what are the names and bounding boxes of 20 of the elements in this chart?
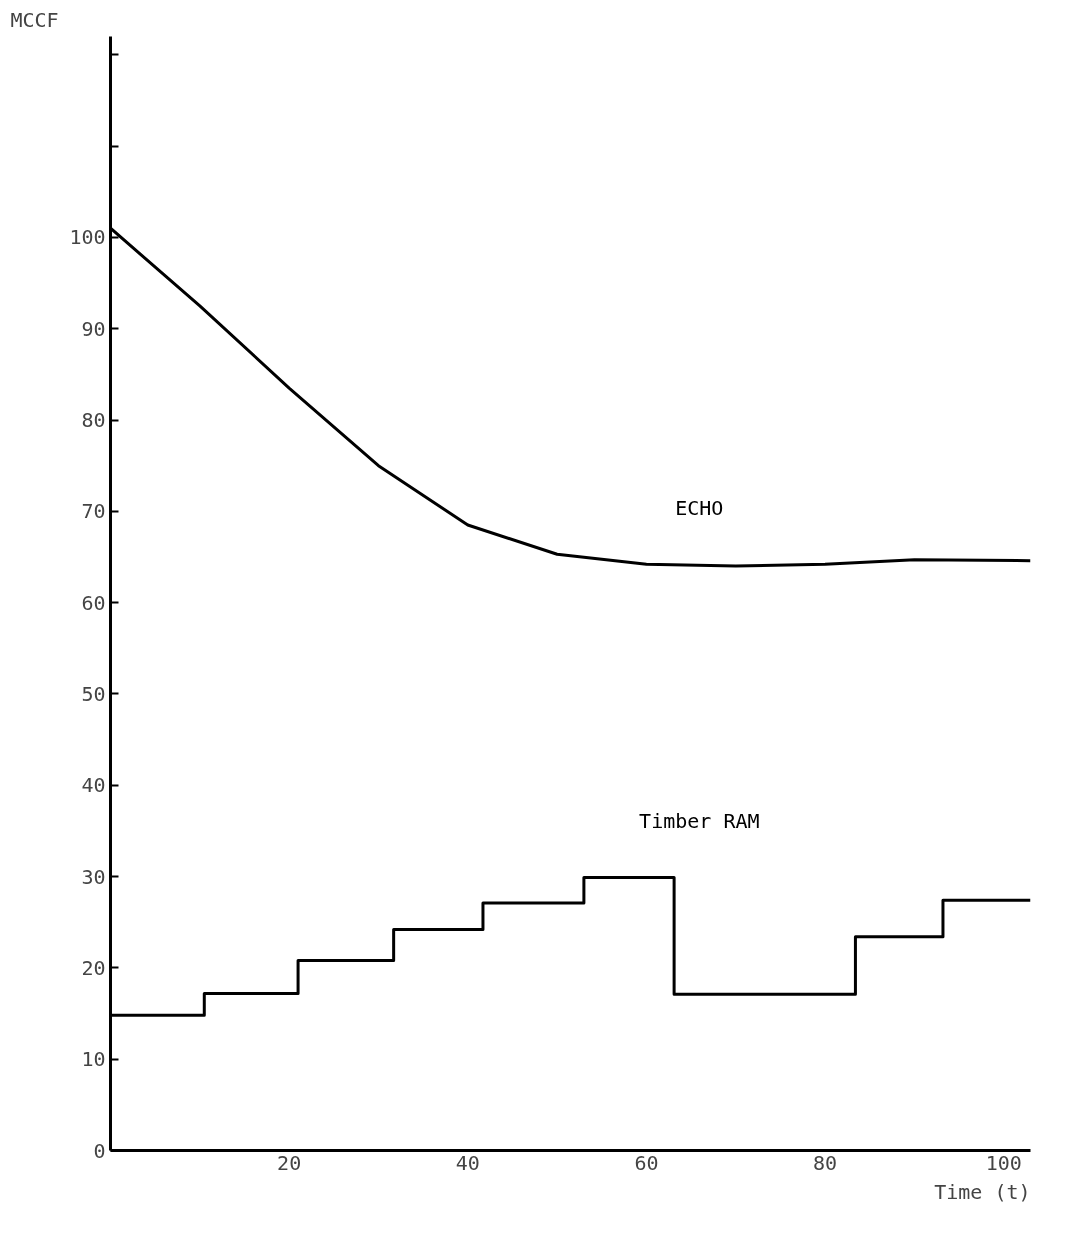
x-tick-label: 40: [455, 1150, 480, 1175]
y-tick-label: 70: [81, 499, 106, 524]
y-tick-label: 20: [81, 955, 106, 980]
y-tick-label: 30: [81, 864, 106, 889]
x-axis-title: Time (t): [934, 1179, 1031, 1204]
text: ECHO: [675, 495, 724, 520]
y-tick-label: 60: [81, 590, 106, 615]
x-tick-label: 20: [277, 1150, 302, 1175]
text: Timber RAM: [639, 808, 760, 833]
y-tick-label: 90: [81, 316, 106, 341]
x-tick-label: 100: [985, 1150, 1022, 1175]
y-tick-label: 80: [81, 408, 106, 433]
x-tick-label: 60: [634, 1150, 659, 1175]
y-tick-label: 0: [93, 1138, 106, 1163]
y-tick-label: 50: [81, 681, 106, 706]
y-axis-title: MCCF: [10, 7, 59, 32]
y-tick-label: 10: [81, 1047, 106, 1072]
y-tick-label: 100: [69, 225, 106, 250]
y-tick-label: 40: [81, 773, 106, 798]
x-tick-label: 80: [813, 1150, 838, 1175]
